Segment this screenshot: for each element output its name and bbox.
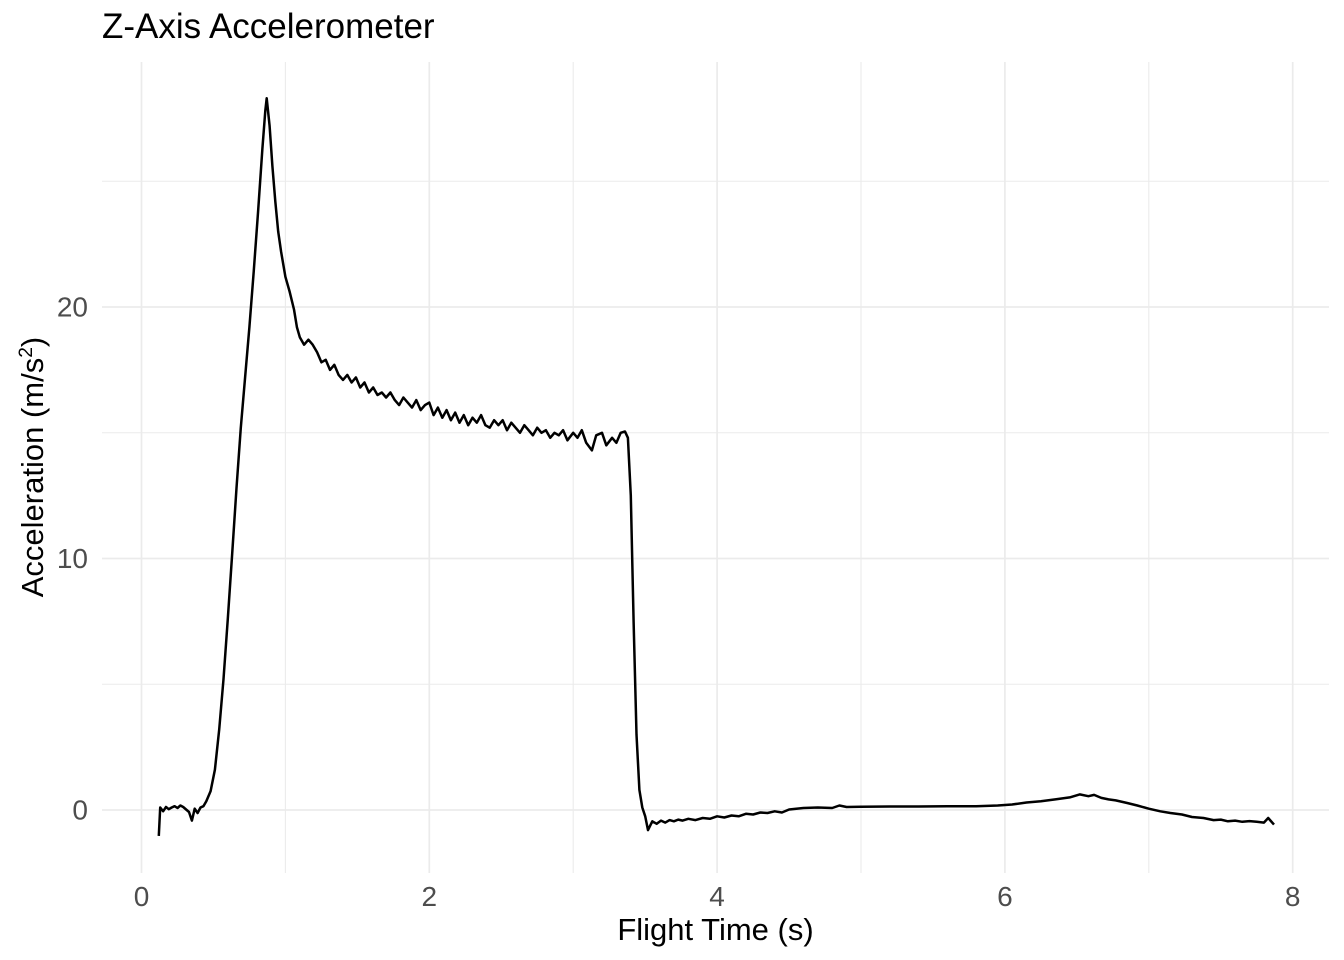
x-axis-title: Flight Time (s) — [617, 912, 814, 947]
y-tick-label: 10 — [57, 543, 88, 574]
x-tick-label: 0 — [134, 881, 150, 912]
major-gridlines — [102, 62, 1329, 873]
y-axis-tick-labels: 0 10 20 — [57, 292, 88, 826]
y-tick-label: 0 — [72, 795, 88, 826]
x-tick-label: 6 — [997, 881, 1013, 912]
acceleration-line — [157, 97, 1275, 836]
chart-title: Z-Axis Accelerometer — [102, 7, 435, 46]
y-axis-title-superscript: 2 — [16, 347, 38, 358]
x-axis-tick-labels: 0 2 4 6 8 — [134, 881, 1301, 912]
x-tick-label: 2 — [422, 881, 438, 912]
x-tick-label: 8 — [1285, 881, 1301, 912]
y-axis-title-prefix: Acceleration (m/s — [15, 357, 50, 598]
minor-gridlines — [102, 62, 1329, 873]
y-tick-label: 20 — [57, 292, 88, 323]
x-tick-label: 4 — [709, 881, 725, 912]
y-axis-title-suffix: ) — [15, 336, 50, 348]
y-axis-title: Acceleration (m/s2) — [15, 337, 51, 597]
